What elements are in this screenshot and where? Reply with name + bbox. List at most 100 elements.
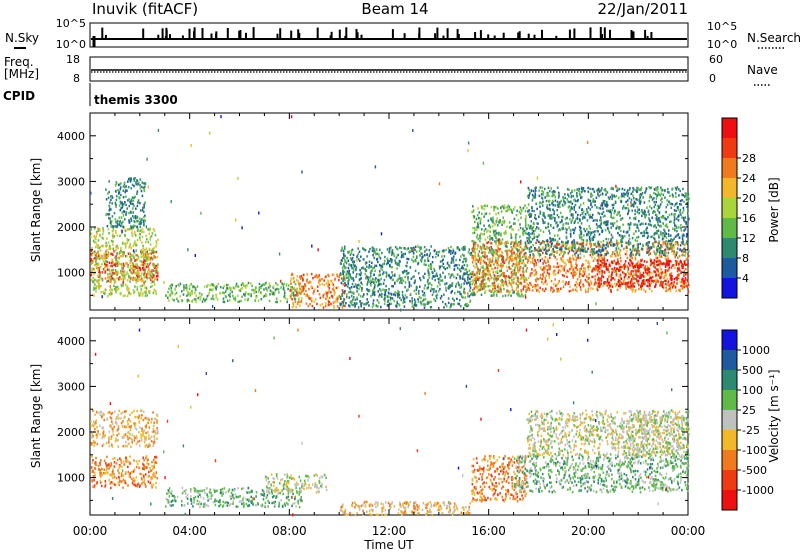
data-cell (503, 204, 506, 207)
data-cell (499, 274, 501, 278)
data-cell (348, 269, 350, 273)
data-cell (130, 199, 133, 203)
data-cell (310, 272, 313, 276)
data-cell (678, 188, 680, 191)
data-cell (415, 256, 418, 259)
data-cell (502, 280, 504, 283)
data-cell (394, 262, 397, 265)
data-cell (406, 289, 408, 292)
data-cell (268, 299, 271, 303)
data-cell (97, 286, 100, 289)
data-cell (539, 266, 542, 269)
data-cell (518, 248, 520, 252)
data-cell (481, 212, 483, 215)
data-cell (286, 298, 289, 301)
data-cell (106, 255, 108, 258)
data-cell (474, 220, 476, 224)
data-cell (609, 274, 612, 277)
data-cell (119, 220, 121, 223)
data-cell (581, 274, 584, 277)
data-cell (126, 279, 129, 282)
data-cell (113, 284, 115, 287)
data-cell (563, 269, 565, 272)
data-cell (143, 257, 145, 260)
data-cell (363, 248, 365, 251)
data-cell (209, 284, 211, 287)
data-cell (313, 290, 315, 293)
data-cell (183, 286, 185, 289)
data-cell (574, 199, 577, 203)
data-cell (131, 263, 134, 266)
data-cell (129, 180, 132, 183)
data-cell (202, 297, 205, 301)
data-cell (463, 282, 465, 285)
data-cell (352, 267, 355, 270)
data-cell (111, 262, 113, 265)
data-cell (515, 263, 518, 266)
data-cell (632, 273, 635, 276)
nsky-spike (436, 27, 439, 38)
data-cell (505, 275, 507, 278)
data-cell (492, 218, 494, 222)
data-cell (686, 196, 689, 199)
data-cell (658, 242, 660, 245)
data-cell (625, 246, 628, 249)
data-cell (116, 260, 119, 263)
data-cell (558, 280, 560, 283)
data-cell (428, 273, 431, 276)
data-cell (124, 242, 127, 245)
data-cell (469, 300, 471, 303)
data-cell (414, 269, 417, 273)
data-cell (151, 232, 154, 235)
data-cell (348, 279, 350, 282)
data-cell (420, 296, 422, 300)
nave-label: Nave (747, 63, 778, 77)
data-cell (494, 286, 496, 290)
data-cell (391, 274, 394, 277)
data-cell (383, 278, 386, 282)
data-cell (615, 285, 617, 288)
data-cell (101, 279, 104, 282)
data-cell (594, 200, 596, 203)
data-cell (637, 260, 640, 263)
data-cell (659, 194, 662, 197)
data-cell (673, 215, 676, 219)
data-cell (553, 234, 556, 237)
data-cell (465, 260, 467, 263)
data-cell (473, 248, 475, 252)
data-cell (372, 247, 375, 250)
data-cell (682, 241, 684, 244)
data-cell (489, 260, 491, 263)
data-cell (511, 288, 514, 291)
data-cell (123, 275, 126, 278)
data-cell (608, 281, 611, 284)
nsky-spike (487, 34, 490, 38)
data-cell (132, 276, 135, 279)
data-cell (104, 260, 106, 264)
data-cell (98, 247, 100, 250)
data-cell (143, 281, 145, 284)
data-cell (533, 249, 536, 252)
data-cell (112, 243, 114, 246)
data-cell (130, 219, 133, 222)
data-cell (477, 238, 479, 241)
data-cell (432, 275, 434, 278)
data-cell (291, 291, 293, 295)
data-cell (552, 271, 554, 274)
data-cell (545, 279, 547, 282)
data-cell (95, 260, 97, 264)
data-cell (437, 277, 440, 281)
data-cell (666, 261, 669, 265)
data-cell (562, 244, 565, 247)
data-cell (527, 259, 530, 262)
data-cell (94, 254, 97, 257)
data-cell (119, 188, 122, 191)
data-cell (534, 187, 536, 190)
data-cell (655, 246, 658, 249)
data-cell (237, 300, 239, 304)
data-cell (487, 219, 490, 222)
data-cell (177, 300, 180, 303)
data-cell (593, 251, 596, 254)
data-cell (571, 243, 574, 246)
data-cell (336, 305, 339, 308)
